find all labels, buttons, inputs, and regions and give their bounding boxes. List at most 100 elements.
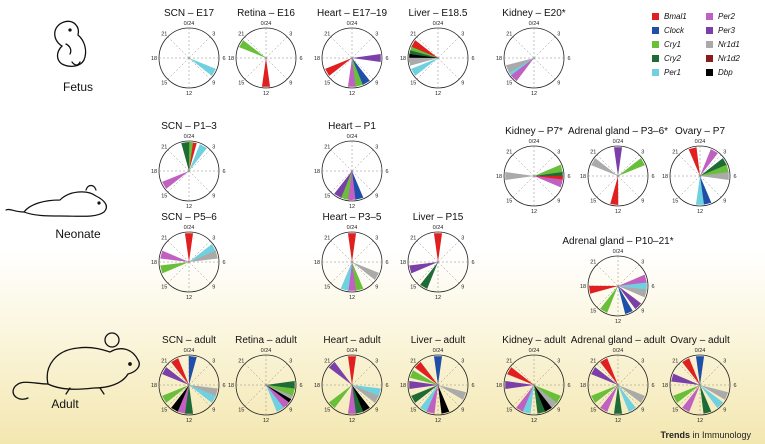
tick-label: 3 <box>375 235 378 241</box>
legend-label: Per1 <box>664 68 681 77</box>
peak-wedge-per1 <box>340 262 352 291</box>
legend-swatch <box>652 27 659 34</box>
clock-guide <box>596 264 619 287</box>
peak-wedge-per3 <box>505 380 534 390</box>
peak-wedge-cry2 <box>700 158 727 176</box>
tick-label: 15 <box>161 81 167 87</box>
clock-guide <box>351 363 374 386</box>
tick-label: 12 <box>435 91 441 97</box>
tick-label: 15 <box>506 199 512 205</box>
tick-label: 18 <box>662 174 668 180</box>
panel-title: Liver – E18.5 <box>409 8 468 19</box>
clock-guide <box>512 175 535 198</box>
tick-label: 18 <box>496 56 502 62</box>
clock-guide <box>596 285 619 308</box>
tick-label: 9 <box>461 285 464 291</box>
tick-label: 21 <box>161 144 167 150</box>
tick-label: 0/24 <box>261 21 272 27</box>
peak-wedge-per2 <box>426 385 438 414</box>
legend-label: Bmal1 <box>664 12 687 21</box>
peak-wedge-cry1 <box>266 385 295 397</box>
tick-label: 0/24 <box>184 348 195 354</box>
tick-label: 9 <box>723 408 726 414</box>
tick-label: 15 <box>672 408 678 414</box>
peak-wedge-per1 <box>618 385 636 412</box>
peak-wedge-per2 <box>700 149 718 176</box>
peak-wedge-per1 <box>700 385 724 409</box>
legend-item: Cry2 <box>652 54 681 63</box>
tick-label: 9 <box>375 285 378 291</box>
tick-label: 21 <box>672 149 678 155</box>
peak-wedge-cry1 <box>328 385 352 409</box>
tick-label: 9 <box>212 194 215 200</box>
legend-item: Bmal1 <box>652 12 687 21</box>
clock-guide <box>699 175 722 198</box>
peak-wedge-per3 <box>352 53 381 63</box>
tick-label: 0/24 <box>184 134 195 140</box>
tick-label: 12 <box>349 295 355 301</box>
legend-item: Per3 <box>706 26 735 35</box>
peak-wedge-per3 <box>591 367 618 385</box>
clock-guide <box>167 261 190 284</box>
clock-guide <box>437 261 460 284</box>
tick-label: 18 <box>314 56 320 62</box>
tick-label: 6 <box>471 260 474 266</box>
legend-label: Dbp <box>718 68 733 77</box>
peak-wedge-cry2 <box>534 385 546 414</box>
panel-title: Kidney – E20* <box>502 8 565 19</box>
clock-guide <box>596 154 619 177</box>
peak-wedge-nr1d1 <box>700 385 729 400</box>
clock-guide <box>265 363 288 386</box>
tick-label: 15 <box>506 408 512 414</box>
panel-title: Liver – adult <box>411 335 466 346</box>
tick-label: 0/24 <box>433 21 444 27</box>
panel-title: Heart – E17–19 <box>317 8 387 19</box>
tick-label: 6 <box>222 383 225 389</box>
clock-guide <box>596 384 619 407</box>
clock-guide <box>167 149 190 172</box>
tick-label: 18 <box>151 56 157 62</box>
peak-wedge-per1 <box>189 385 216 403</box>
clock-guide <box>167 363 190 386</box>
clock-guide <box>244 363 267 386</box>
legend-item: Per1 <box>652 68 681 77</box>
tick-label: 15 <box>590 309 596 315</box>
tick-label: 21 <box>590 358 596 364</box>
tick-label: 12 <box>697 418 703 424</box>
peak-wedge-nr1d1 <box>505 171 534 181</box>
clock-guide <box>351 384 374 407</box>
tick-label: 3 <box>641 358 644 364</box>
clock-guide <box>512 36 535 59</box>
peak-wedge-per1 <box>189 244 216 262</box>
peak-wedge-bmal1 <box>184 233 194 262</box>
tick-label: 12 <box>615 209 621 215</box>
peak-wedge-nr1d1 <box>534 385 558 409</box>
clock-guide <box>617 175 640 198</box>
clock-guide <box>265 57 288 80</box>
tick-label: 18 <box>400 383 406 389</box>
legend-item: Nr1d2 <box>706 54 740 63</box>
tick-label: 0/24 <box>347 21 358 27</box>
peak-wedge-nr1d1 <box>352 385 379 403</box>
clock-guide <box>167 384 190 407</box>
tick-label: 0/24 <box>184 225 195 231</box>
clock-guide <box>512 384 535 407</box>
clock-guide <box>533 154 556 177</box>
legend-label: Nr1d2 <box>718 54 740 63</box>
tick-label: 15 <box>238 81 244 87</box>
tick-label: 21 <box>238 31 244 37</box>
tick-label: 9 <box>641 408 644 414</box>
panel-title: Adrenal gland – P3–6* <box>568 126 668 137</box>
tick-label: 15 <box>324 194 330 200</box>
peak-wedge-nr1d1 <box>352 262 379 280</box>
clock-guide <box>330 261 353 284</box>
peak-wedge-nr1d1 <box>618 385 645 403</box>
tick-label: 15 <box>410 408 416 414</box>
tick-label: 15 <box>672 199 678 205</box>
legend-label: Per2 <box>718 12 735 21</box>
peak-wedge-dbp <box>171 385 189 412</box>
clock-guide <box>617 264 640 287</box>
tick-label: 3 <box>641 149 644 155</box>
tick-label: 0/24 <box>695 139 706 145</box>
